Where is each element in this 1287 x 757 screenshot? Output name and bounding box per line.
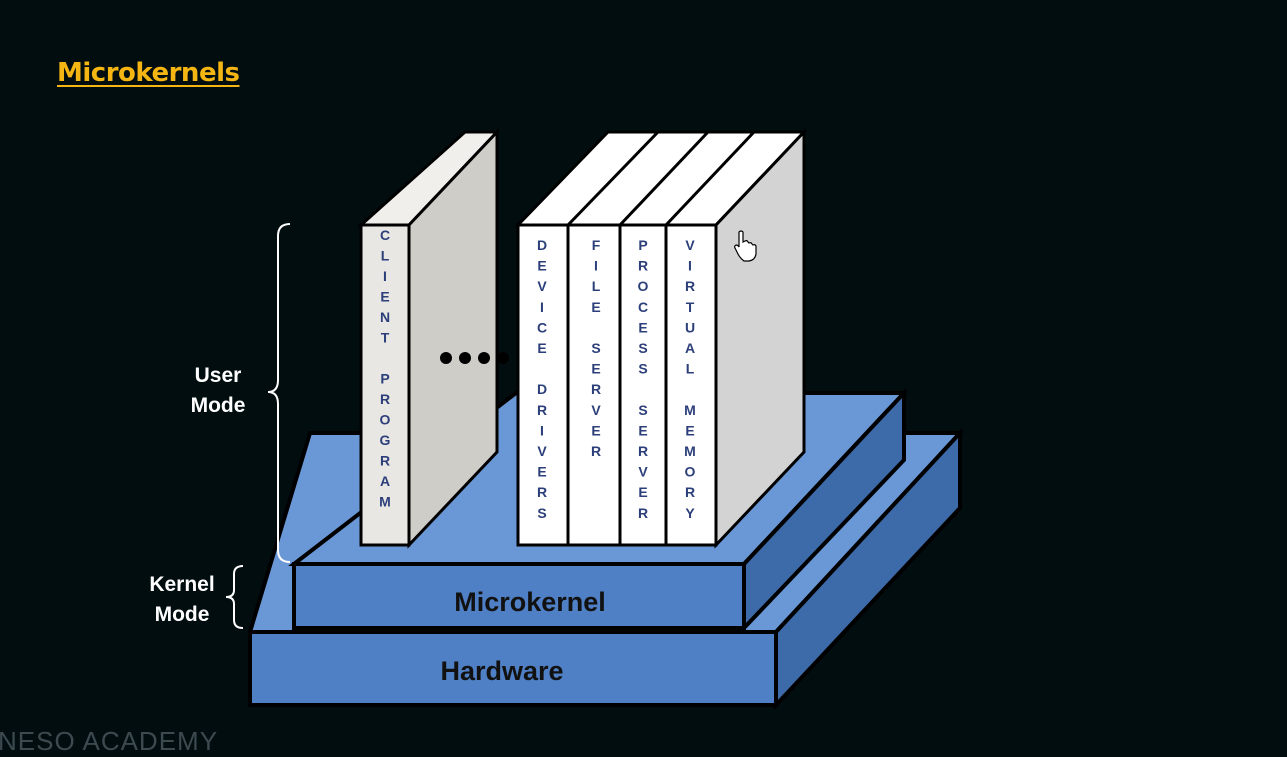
ellipsis-dots (440, 352, 509, 364)
process-server-block (618, 223, 668, 547)
kernel-mode-brace (225, 565, 244, 629)
virtual-memory-block (664, 223, 718, 547)
user-mode-brace (267, 223, 291, 563)
slide-title: Microkernels (57, 58, 240, 88)
kernel-mode-label: Kernel Mode (149, 573, 215, 626)
microkernel-label: Microkernel (454, 587, 606, 617)
file-server-block (566, 223, 622, 547)
device-drivers-block (516, 223, 570, 547)
user-mode-label: User Mode (190, 364, 246, 417)
hand-cursor-icon (734, 230, 757, 262)
hardware-label: Hardware (440, 656, 563, 686)
